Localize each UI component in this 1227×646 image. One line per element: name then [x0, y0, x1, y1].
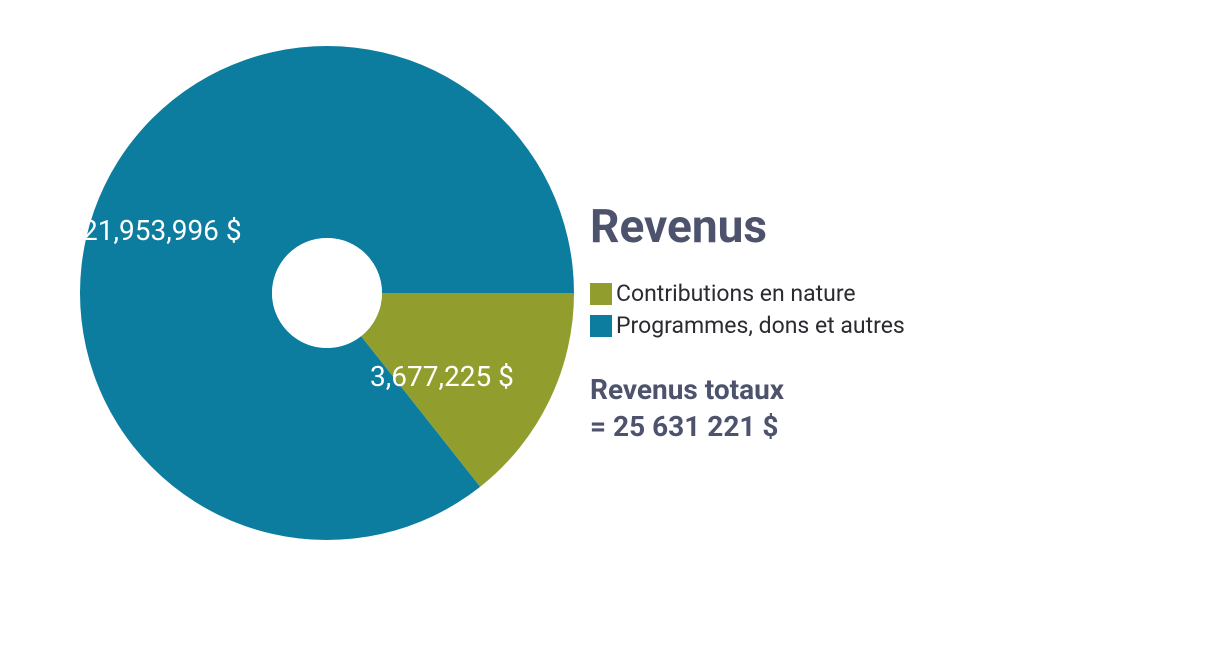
legend: Contributions en nature Programmes, dons… — [590, 278, 905, 342]
donut-chart: 21,953,996 $ 3,677,225 $ — [80, 46, 574, 544]
legend-item-contributions: Contributions en nature — [590, 278, 905, 310]
legend-label-contributions: Contributions en nature — [616, 278, 856, 310]
chart-title: Revenus — [590, 200, 905, 254]
legend-swatch-contributions — [590, 283, 612, 305]
summary-line2: = 25 631 221 $ — [590, 409, 905, 445]
legend-swatch-programmes — [590, 315, 612, 337]
legend-label-programmes: Programmes, dons et autres — [616, 310, 905, 342]
info-panel: Revenus Contributions en nature Programm… — [590, 200, 905, 445]
summary-total: Revenus totaux = 25 631 221 $ — [590, 372, 905, 445]
summary-line1: Revenus totaux — [590, 372, 905, 408]
donut-chart-svg — [80, 46, 574, 540]
legend-item-programmes: Programmes, dons et autres — [590, 310, 905, 342]
slice-label-contributions: 3,677,225 $ — [370, 360, 514, 393]
slice-label-programmes: 21,953,996 $ — [82, 214, 242, 247]
